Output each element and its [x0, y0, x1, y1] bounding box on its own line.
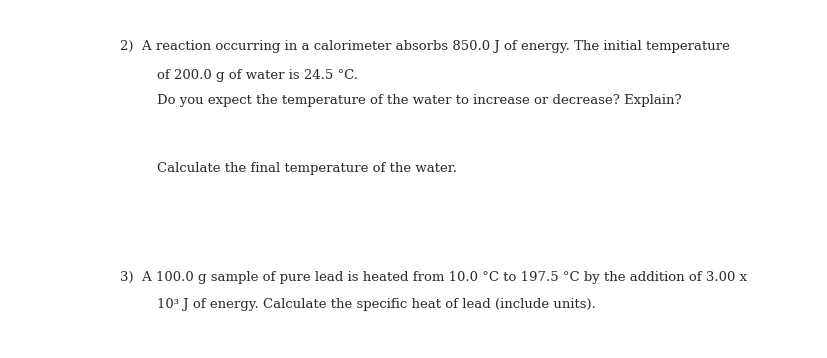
Text: Do you expect the temperature of the water to increase or decrease? Explain?: Do you expect the temperature of the wat…: [157, 94, 681, 107]
Text: 2)  A reaction occurring in a calorimeter absorbs 850.0 J of energy. The initial: 2) A reaction occurring in a calorimeter…: [120, 40, 729, 53]
Text: 10³ J of energy. Calculate the specific heat of lead (include units).: 10³ J of energy. Calculate the specific …: [157, 298, 595, 311]
Text: of 200.0 g of water is 24.5 °C.: of 200.0 g of water is 24.5 °C.: [157, 69, 358, 82]
Text: 3)  A 100.0 g sample of pure lead is heated from 10.0 °C to 197.5 °C by the addi: 3) A 100.0 g sample of pure lead is heat…: [120, 271, 746, 284]
Text: Calculate the final temperature of the water.: Calculate the final temperature of the w…: [157, 162, 457, 175]
